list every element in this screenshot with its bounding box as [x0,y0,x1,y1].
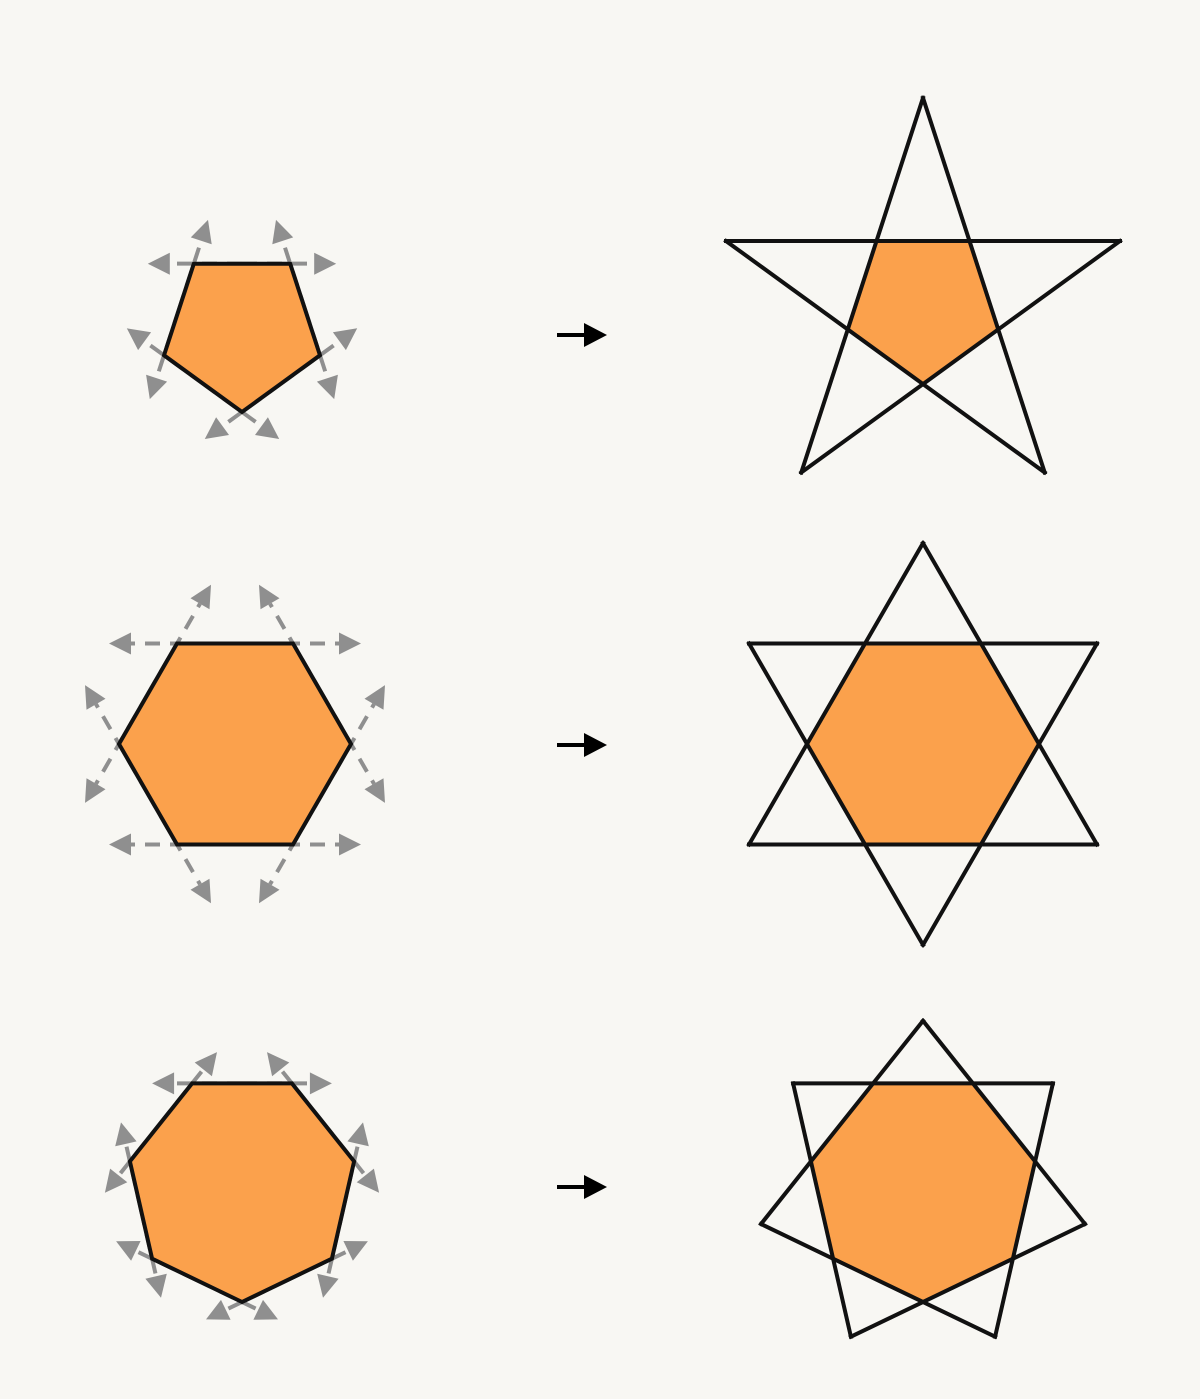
transform-arrow [557,1175,607,1199]
heptagram-edge [758,1221,998,1340]
hexagon-shape [116,641,354,847]
pentagram [723,95,1123,476]
heptagon-row [104,1017,1088,1340]
pentagon-row [126,95,1123,476]
hexagon-with-extensions [85,584,385,904]
hexagon-row [85,540,1100,948]
pentagram-edge [920,95,1048,476]
hexagram-edge [746,540,926,848]
hexagram [746,540,1100,948]
hexagram-edge [746,640,926,948]
hexagram-edge [920,540,1100,848]
heptagram-edge [992,1081,1056,1340]
heptagram [758,1017,1088,1340]
pentagon-with-extensions [126,219,358,439]
heptagram-edge [848,1221,1088,1340]
pentagram-edge [723,238,1048,476]
heptagram-edge [758,1017,926,1227]
pentagram-edge [798,238,1123,476]
hexagon-core [807,643,1039,845]
heptagon-with-extensions [104,1052,380,1320]
pentagram-edge [798,95,926,476]
heptagon-shape [127,1081,357,1305]
hexagram-edge [920,640,1100,948]
heptagram-edge [790,1081,854,1340]
rows-layer [85,95,1123,1340]
transform-arrow [557,733,607,757]
heptagram-edge [920,1017,1088,1227]
pentagon-core [847,241,999,385]
heptagon-core [810,1083,1036,1302]
transform-arrow [557,323,607,347]
pentagon-shape [161,261,323,415]
